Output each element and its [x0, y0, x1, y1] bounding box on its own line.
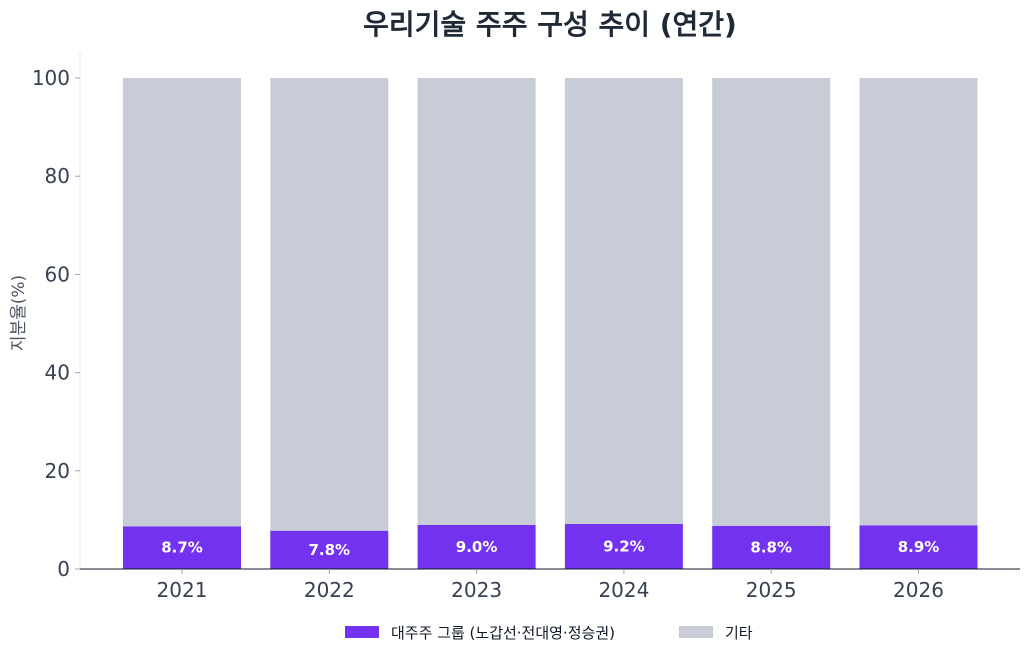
bar-other-2023 — [417, 78, 536, 525]
x-tick-label: 2026 — [893, 578, 944, 602]
bar-value-label: 9.2% — [603, 537, 645, 555]
x-axis: 2021 2022 2023 2024 2025 2026 — [80, 568, 1020, 602]
y-tick-label: 80 — [45, 164, 70, 188]
bar-other-2022 — [270, 78, 389, 531]
y-tick-label: 0 — [57, 557, 70, 581]
bar-other-2025 — [712, 78, 831, 526]
x-tick-label: 2025 — [746, 578, 797, 602]
x-tick-label: 2024 — [598, 578, 649, 602]
x-tick-label: 2021 — [157, 578, 208, 602]
bar-value-label: 8.9% — [898, 538, 940, 556]
legend-swatch — [679, 626, 713, 638]
x-tick-label: 2023 — [451, 578, 502, 602]
bar-major-holder-2021 — [123, 526, 241, 569]
legend-label: 기타 — [725, 624, 753, 642]
y-axis-label: 지분율(%) — [9, 275, 29, 351]
bar-major-holder-2024 — [564, 523, 683, 569]
bar-value-label: 9.0% — [456, 538, 498, 556]
bars-group: 8.7% 7.8% 9.0% 9.2% 8.8% 8.9% — [123, 78, 978, 569]
y-axis: 0 20 40 60 80 100 — [32, 52, 81, 581]
y-tick-label: 20 — [45, 459, 70, 483]
x-tick-label: 2022 — [304, 578, 355, 602]
bar-major-holder-2022 — [270, 530, 389, 569]
chart-title: 우리기술 주주 구성 추이 (연간) — [363, 8, 737, 41]
bar-value-label: 7.8% — [308, 541, 350, 559]
bar-other-2021 — [123, 78, 241, 527]
bar-other-2026 — [859, 78, 978, 526]
legend-label: 대주주 그룹 (노갑선·전대영·정승권) — [391, 624, 615, 642]
bar-value-label: 8.8% — [750, 538, 792, 556]
y-tick-label: 40 — [45, 361, 70, 385]
y-tick-label: 100 — [32, 66, 70, 90]
legend-swatch — [345, 626, 379, 638]
legend: 대주주 그룹 (노갑선·전대영·정승권) 기타 — [345, 624, 753, 642]
bar-major-holder-2025 — [712, 525, 831, 569]
bar-major-holder-2026 — [859, 525, 978, 569]
bar-major-holder-2023 — [417, 524, 536, 569]
bar-value-label: 8.7% — [161, 539, 203, 557]
bar-other-2024 — [564, 78, 683, 524]
y-tick-label: 60 — [45, 262, 70, 286]
